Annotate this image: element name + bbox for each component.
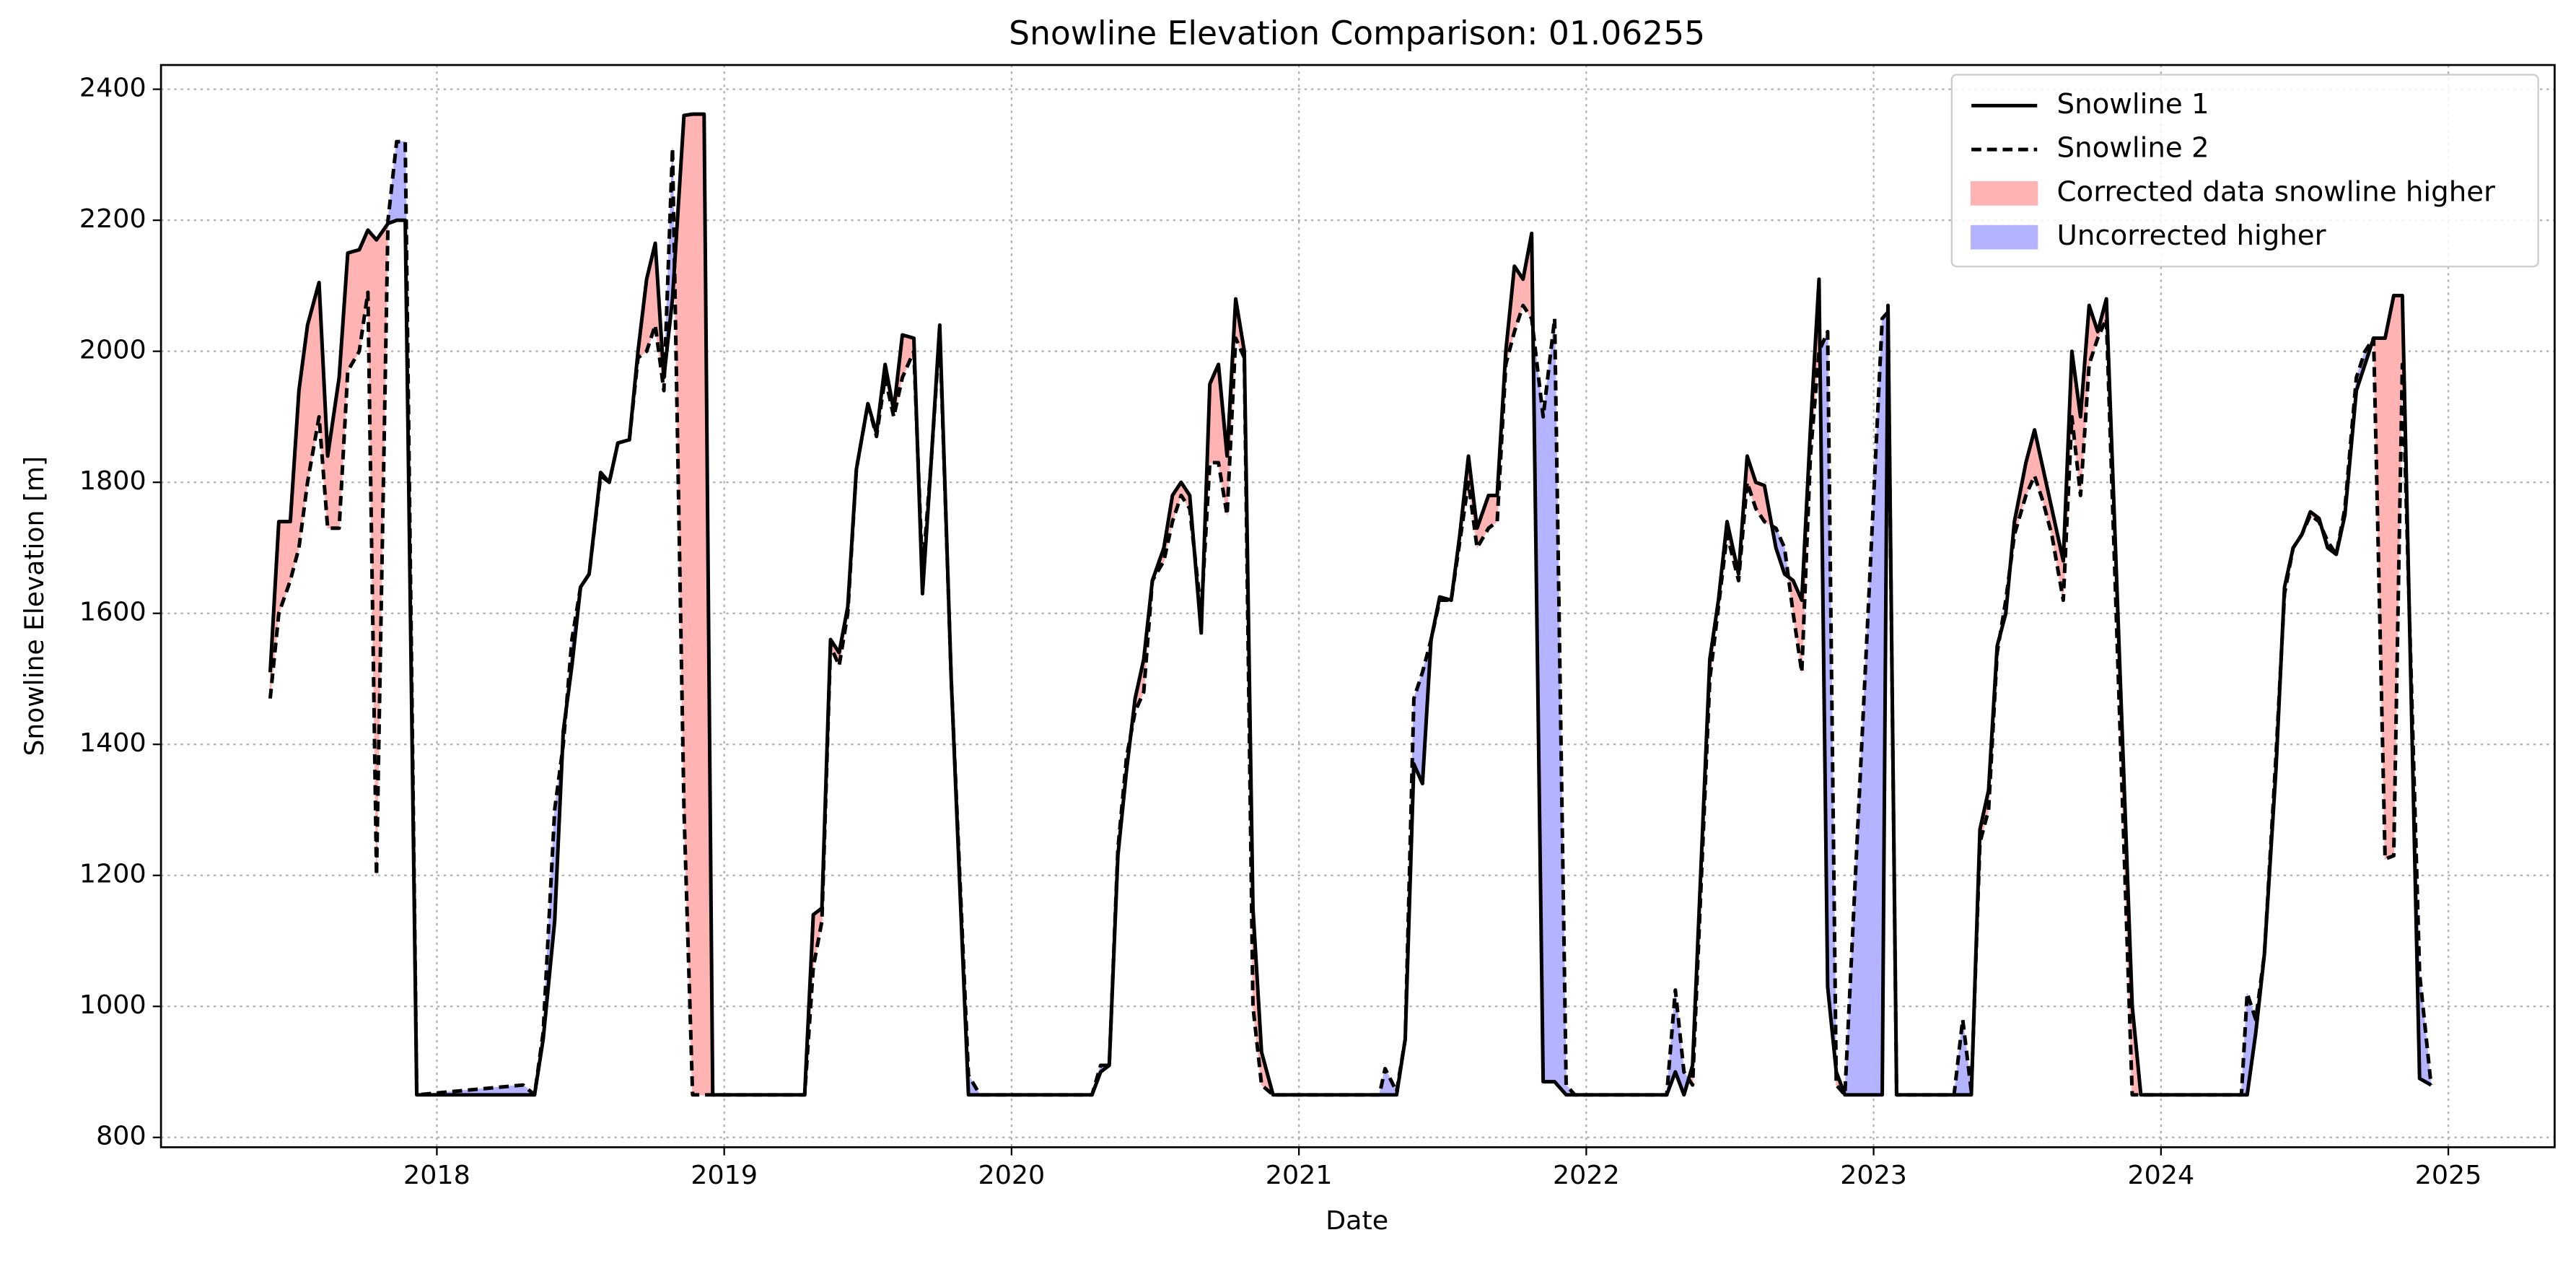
y-tick-label: 1800 bbox=[79, 465, 146, 496]
lines bbox=[268, 112, 2433, 1097]
y-axis-label: Snowline Elevation [m] bbox=[19, 456, 50, 756]
fill-region bbox=[692, 113, 705, 1096]
y-tick-label: 1000 bbox=[79, 989, 146, 1020]
legend-label: Snowline 2 bbox=[2057, 132, 2209, 165]
x-tick-label: 2019 bbox=[691, 1159, 758, 1190]
legend-label: Corrected data snowline higher bbox=[2057, 176, 2496, 209]
legend-label: Uncorrected higher bbox=[2057, 219, 2326, 252]
legend-label: Snowline 1 bbox=[2057, 88, 2209, 121]
x-tick-label: 2024 bbox=[2127, 1159, 2194, 1190]
x-tick-label: 2020 bbox=[978, 1159, 1046, 1190]
y-tick-label: 2400 bbox=[79, 72, 146, 103]
y-tick-label: 800 bbox=[96, 1120, 146, 1151]
x-tick-label: 2021 bbox=[1266, 1159, 1333, 1190]
grid bbox=[161, 65, 2555, 1148]
legend-swatch bbox=[1971, 181, 2038, 206]
legend: Snowline 1 Snowline 2 Corrected data snowl… bbox=[1950, 74, 2539, 268]
y-tick-label: 2000 bbox=[79, 334, 146, 365]
x-tick-label: 2023 bbox=[1840, 1159, 1907, 1190]
fill-region bbox=[2384, 295, 2394, 860]
x-tick-label: 2025 bbox=[2415, 1159, 2482, 1190]
x-axis-label: Date bbox=[1326, 1205, 1388, 1236]
y-tick-label: 1600 bbox=[79, 596, 146, 627]
fill-region bbox=[1543, 318, 1556, 1083]
ticks: 2018 2019 2020 2021 2022 2023 2024 2025 800 1000 1… bbox=[79, 72, 2481, 1190]
chart-title: Snowline Elevation Comparison: 01.06255 bbox=[1009, 14, 1705, 53]
x-tick-label: 2022 bbox=[1553, 1159, 1620, 1190]
legend-box bbox=[1950, 74, 2539, 268]
series-line bbox=[268, 139, 2433, 1097]
y-tick-label: 1400 bbox=[79, 727, 146, 758]
legend-swatch bbox=[1971, 224, 2038, 250]
x-tick-label: 2018 bbox=[403, 1159, 470, 1190]
y-tick-label: 2200 bbox=[79, 203, 146, 234]
axis-frame bbox=[159, 64, 2556, 1148]
y-tick-label: 1200 bbox=[79, 858, 146, 889]
